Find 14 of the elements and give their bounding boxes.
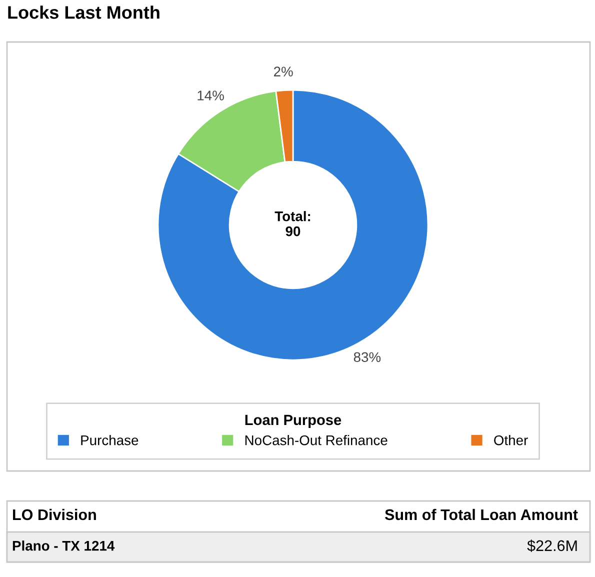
text: $22.6M (527, 540, 577, 552)
legend-label: Other (494, 434, 528, 446)
text: Sum of Total Loan Amount (384, 508, 578, 520)
legend-title: Loan Purpose (245, 414, 342, 428)
data-label: 2% (274, 66, 293, 76)
text: LO Division (13, 508, 96, 520)
legend-label: NoCash-Out Refinance (245, 434, 388, 446)
text: Total: 90 (274, 211, 310, 236)
text: Plano - TX 1214 (12, 540, 115, 551)
data-label: 14% (198, 90, 224, 100)
chart-title: Locks Last Month (8, 6, 160, 19)
data-label: 83% (354, 352, 381, 362)
donut-slice (157, 89, 429, 361)
legend-label: Purchase (81, 434, 138, 446)
